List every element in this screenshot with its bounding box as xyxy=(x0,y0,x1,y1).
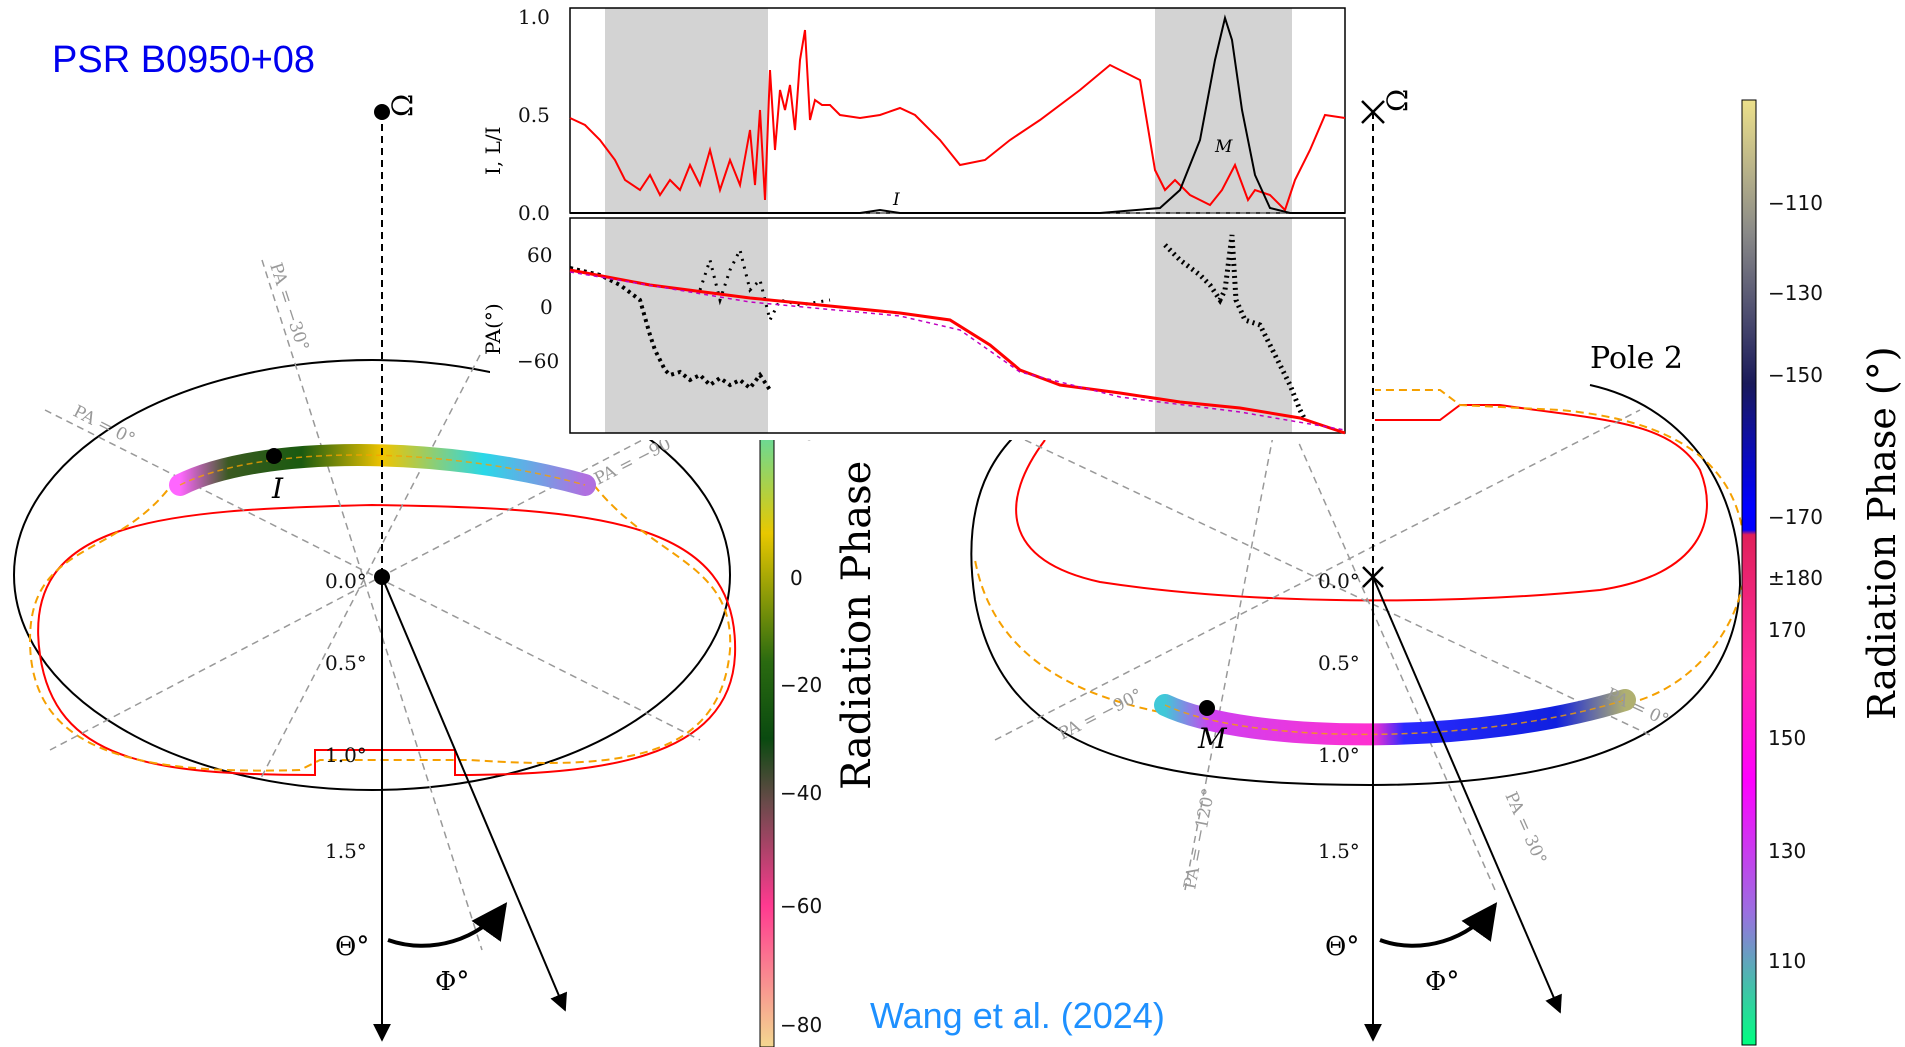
series-total-intensity xyxy=(570,14,1345,214)
left-pa-line-vert2 xyxy=(259,354,481,781)
right-cb-tick-8: 110 xyxy=(1768,949,1806,973)
right-orange-dashed-contour xyxy=(974,389,1747,713)
left-colorbar-bar xyxy=(759,404,775,1047)
left-pa-label-0: PA = 0° xyxy=(70,402,138,450)
left-magnetic-axis xyxy=(381,576,567,1012)
pa-model-fit xyxy=(569,268,1346,435)
right-cb-tick-5: 170 xyxy=(1768,618,1806,642)
left-cb-tick-1: 0 xyxy=(790,566,803,590)
left-ring-label-1: 0.5° xyxy=(325,651,367,675)
intensity-ytick-2: 1.0 xyxy=(518,5,550,29)
pa-ytick-1: 0 xyxy=(540,295,553,319)
pa-ylabel: PA(°) xyxy=(481,303,505,355)
left-cb-tick-5: −80 xyxy=(780,1013,822,1037)
right-colorbar: −110 −130 −150 −170 ±180 170 150 130 110… xyxy=(1741,99,1904,1046)
intensity-ytick-1: 0.5 xyxy=(518,103,550,127)
left-ring-label-3: 1.5° xyxy=(325,839,367,863)
left-component-label: I xyxy=(271,472,284,505)
left-orange-dashed-contour xyxy=(28,479,732,772)
right-cb-tick-1: −130 xyxy=(1768,281,1823,305)
pa-shade-left xyxy=(605,218,768,433)
right-polar-panel: M Pole 2 Ω 0.0° 0.5° 1.0° 1.5° Θ° Φ° PA … xyxy=(970,89,1747,1042)
left-cb-tick-3: −40 xyxy=(780,781,822,805)
left-emission-arc-centerline xyxy=(179,454,586,486)
right-magnetic-axis xyxy=(1372,576,1562,1014)
right-outer-boundary xyxy=(970,384,1742,787)
intensity-ylabel: I, L/I xyxy=(481,126,505,175)
left-ring-label-2: 1.0° xyxy=(325,743,367,767)
right-phi-label: Φ° xyxy=(1425,967,1459,997)
page-title: PSR B0950+08 xyxy=(52,39,315,81)
left-phi-arrow xyxy=(387,902,508,948)
left-pa-line-minus30 xyxy=(261,259,483,951)
left-cb-tick-2: −20 xyxy=(780,673,822,697)
right-cb-tick-7: 130 xyxy=(1768,839,1806,863)
right-omega-label: Ω xyxy=(1381,89,1414,112)
right-cb-tick-2: −150 xyxy=(1768,363,1823,387)
pa-ytick-0: 60 xyxy=(527,243,552,267)
right-cb-tick-4: ±180 xyxy=(1768,566,1823,590)
curve-label-m: M xyxy=(1214,137,1233,157)
left-ring-label-0: 0.0° xyxy=(325,569,367,593)
left-cb-tick-4: −60 xyxy=(780,894,822,918)
right-cb-tick-0: −110 xyxy=(1768,191,1823,215)
right-ring-label-0: 0.0° xyxy=(1318,569,1360,593)
credit-text: Wang et al. (2024) xyxy=(870,995,1165,1036)
left-pa-line-0 xyxy=(44,409,701,741)
right-cb-tick-6: 150 xyxy=(1768,726,1806,750)
right-cb-label: Radiation Phase (°) xyxy=(1860,346,1904,720)
left-emission-arc xyxy=(169,444,596,496)
intensity-shade-right xyxy=(1155,8,1292,213)
right-pa-label-minus120: PA = −120° xyxy=(1180,787,1219,891)
left-outer-boundary xyxy=(13,359,731,791)
right-theta-label: Θ° xyxy=(1325,932,1359,962)
right-pole-label: Pole 2 xyxy=(1590,341,1683,376)
left-cb-label: Radiation Phase xyxy=(834,461,880,790)
right-pa-line-minus90 xyxy=(994,409,1641,741)
left-omega-dot xyxy=(374,104,390,120)
right-component-label: M xyxy=(1197,722,1228,755)
right-ring-label-3: 1.5° xyxy=(1318,839,1360,863)
inset-profile-chart: I M 0.0 0.5 1.0 I, L/I 60 0 −60 PA(°) xyxy=(481,0,1352,440)
right-component-marker xyxy=(1199,700,1215,716)
pa-scatter-left xyxy=(569,266,772,392)
pa-frame xyxy=(569,217,1346,434)
pa-scatter-right xyxy=(1163,234,1308,422)
left-theta-label: Θ° xyxy=(335,932,369,962)
left-pa-line-minus90 xyxy=(49,414,691,751)
right-cb-tick-3: −170 xyxy=(1768,505,1823,529)
pa-scatter-scatter xyxy=(698,245,831,325)
left-colorbar: 20 0 −20 −40 −60 −80 Radiation Phase xyxy=(759,404,880,1047)
left-red-contour xyxy=(37,503,737,777)
right-pa-label-minus90: PA = −90° xyxy=(1055,685,1146,744)
intensity-ytick-0: 0.0 xyxy=(518,201,550,225)
right-red-contour xyxy=(1015,404,1708,602)
pa-ytick-2: −60 xyxy=(517,349,559,373)
right-colorbar-bar xyxy=(1741,99,1757,1046)
right-pa-line-30 xyxy=(1279,399,1496,891)
position-angle-panel: 60 0 −60 PA(°) xyxy=(481,217,1346,435)
pa-shade-right xyxy=(1155,218,1292,433)
intensity-panel: I M 0.0 0.5 1.0 I, L/I xyxy=(481,5,1346,225)
left-pa-label-minus30: PA = −30° xyxy=(265,260,312,353)
right-pa-label-30: PA = 30° xyxy=(1500,789,1550,868)
right-ring-label-1: 0.5° xyxy=(1318,651,1360,675)
right-omega-cross xyxy=(1361,100,1385,124)
left-component-marker xyxy=(266,448,282,464)
curve-label-i: I xyxy=(892,190,900,210)
right-ring-label-2: 1.0° xyxy=(1318,743,1360,767)
series-linear-fraction xyxy=(569,29,1346,212)
left-phi-label: Φ° xyxy=(435,967,469,997)
right-phi-arrow xyxy=(1379,902,1498,948)
left-omega-label: Ω xyxy=(386,94,419,117)
